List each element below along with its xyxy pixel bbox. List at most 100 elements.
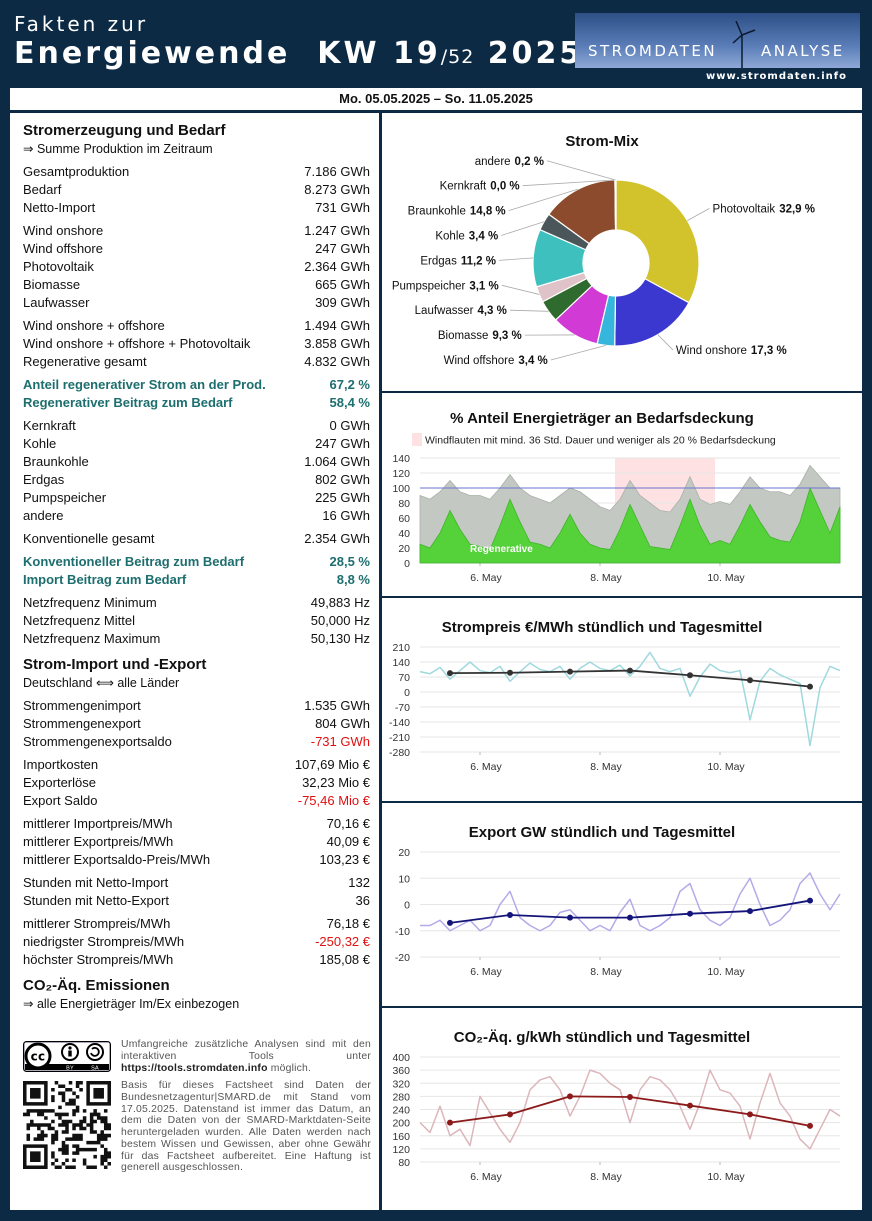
summary-row: Import Beitrag zum Bedarf 8,8 % [23,571,370,589]
row-group: Wind onshore 1.247 GWh Wind offshore 247 GW… [23,222,370,312]
summary-panel: Stromerzeugung und Bedarf ⇒ Summe Produkt… [10,113,379,1210]
row-label: Importkosten [23,757,99,772]
header-heading: Energiewende KW 19/52 2025 [14,36,583,71]
chart-panel [382,598,862,801]
footer-link[interactable]: https://tools.stromdaten.info [121,1062,268,1074]
qr-modules [23,1081,111,1169]
section-title: CO₂-Äq. Emissionen [23,977,170,994]
footer-text: Umfangreiche zusätzliche Analysen sind m… [121,1039,371,1062]
row-label: Regenerativer Beitrag zum Bedarf [23,395,233,410]
summary-row: Strommengenimport 1.535 GWh [23,697,370,715]
row-label: Konventionelle gesamt [23,531,155,546]
footer-disclaimer: Basis für dieses Factsheet sind Daten de… [23,1076,371,1174]
row-group: Netzfrequenz Minimum 49,883 Hz Netzfrequen… [23,594,370,648]
summary-row: Importkosten 107,69 Mio € [23,756,370,774]
footer-tools: cc BY SA Umfangreiche zusätzliche Analys… [23,1039,371,1074]
row-group: Stunden mit Netto-Import 132 Stunden mit N… [23,874,370,910]
row-value: 132 [348,875,370,890]
summary-row: andere 16 GWh [23,507,370,525]
row-value: 804 GWh [315,716,370,731]
row-value: 76,18 € [326,916,370,931]
row-value: 58,4 % [329,395,370,410]
row-value: 49,883 Hz [310,595,370,610]
summary-row: Wind onshore + offshore + Photovoltaik 3.… [23,335,370,353]
row-value: 3.858 GWh [304,336,370,351]
license-label: SA [91,1066,99,1072]
row-label: Exporterlöse [23,775,96,790]
row-group: Importkosten 107,69 Mio € Exporterlöse 32,2… [23,756,370,810]
summary-row: Kohle 247 GWh [23,435,370,453]
summary-row: Netto-Import 731 GWh [23,199,370,217]
row-label: Export Saldo [23,793,98,808]
row-label: mittlerer Strompreis/MWh [23,916,171,931]
row-value: 185,08 € [319,952,370,967]
row-label: Photovoltaik [23,259,94,274]
chart-panel [382,803,862,1006]
chart-panel [382,393,862,596]
row-label: Wind offshore [23,241,103,256]
row-label: mittlerer Exportsaldo-Preis/MWh [23,852,211,867]
summary-row: mittlerer Exportsaldo-Preis/MWh 103,23 € [23,851,370,869]
summary-row: Export Saldo -75,46 Mio € [23,792,370,810]
license-label: BY [66,1066,74,1072]
summary-row: Netzfrequenz Maximum 50,130 Hz [23,630,370,648]
row-value: -731 GWh [310,734,370,749]
summary-row: mittlerer Importpreis/MWh 70,16 € [23,815,370,833]
row-label: Stunden mit Netto-Export [23,893,169,908]
qr-code [23,1081,111,1169]
summary-row: niedrigster Strompreis/MWh -250,32 € [23,933,370,951]
row-value: 67,2 % [329,377,370,392]
row-value: -250,32 € [315,934,370,949]
row-group: Gesamtproduktion 7.186 GWh Bedarf 8.273 GWh… [23,163,370,217]
row-label: andere [23,508,64,523]
row-label: Kernkraft [23,418,76,433]
section-subtitle: ⇒ alle Energieträger Im/Ex einbezogen [23,997,240,1011]
row-label: Gesamtproduktion [23,164,130,179]
row-value: 731 GWh [315,200,370,215]
row-group: Konventionelle gesamt 2.354 GWh [23,530,370,548]
header-title: Fakten zur [14,12,149,36]
row-value: 665 GWh [315,277,370,292]
summary-row: Netzfrequenz Minimum 49,883 Hz [23,594,370,612]
row-label: höchster Strompreis/MWh [23,952,174,967]
row-value: 247 GWh [315,436,370,451]
row-group: Strommengenimport 1.535 GWh Strommengenexp… [23,697,370,751]
row-value: 4.832 GWh [304,354,370,369]
section-subtitle: Deutschland ⟺ alle Länder [23,676,180,690]
logo-background [575,13,860,68]
section-title: Strom-Import und -Export [23,656,207,673]
row-label: Regenerative gesamt [23,354,147,369]
footer-text: möglich. [270,1062,312,1074]
row-value: 16 GWh [322,508,370,523]
row-value: 0 GWh [329,418,370,433]
row-label: Pumpspeicher [23,490,107,505]
footer: cc BY SA Umfangreiche zusätzliche Analys… [23,1039,371,1174]
summary-row: Wind offshore 247 GWh [23,240,370,258]
row-value: 8,8 % [336,572,370,587]
row-label: Laufwasser [23,295,90,310]
row-label: Erdgas [23,472,65,487]
section-subtitle: ⇒ Summe Produktion im Zeitraum [23,142,213,156]
header-week: KW 19 [317,36,441,71]
header-year: 2025 [487,36,584,71]
row-value: 36 [355,893,370,908]
row-label: niedrigster Strompreis/MWh [23,934,185,949]
summary-row: Braunkohle 1.064 GWh [23,453,370,471]
row-label: mittlerer Importpreis/MWh [23,816,173,831]
row-label: Netzfrequenz Mittel [23,613,135,628]
row-label: Wind onshore [23,223,104,238]
section-title: Stromerzeugung und Bedarf [23,122,226,139]
summary-row: Wind onshore + offshore 1.494 GWh [23,317,370,335]
summary-row: Pumpspeicher 225 GWh [23,489,370,507]
summary-row: Netzfrequenz Mittel 50,000 Hz [23,612,370,630]
row-value: 247 GWh [315,241,370,256]
logo-url: www.stromdaten.info [706,71,847,82]
row-label: Kohle [23,436,57,451]
summary-row: Konventionelle gesamt 2.354 GWh [23,530,370,548]
row-value: 309 GWh [315,295,370,310]
row-value: 1.064 GWh [304,454,370,469]
row-value: 2.364 GWh [304,259,370,274]
summary-row: Stunden mit Netto-Import 132 [23,874,370,892]
